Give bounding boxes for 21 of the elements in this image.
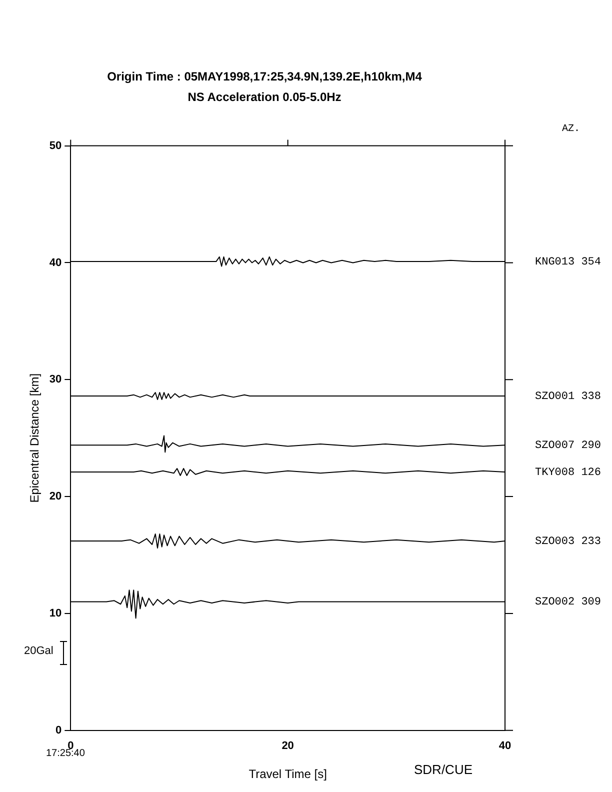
text: SZO002 309	[535, 596, 602, 609]
x-axis-title: Travel Time [s]	[248, 767, 327, 782]
x-tick-label: 20	[282, 740, 294, 752]
chart-title: Origin Time : 05MAY1998,17:25,34.9N,139.2E,h10km,M4	[107, 70, 422, 84]
y-tick-label: 40	[49, 256, 62, 269]
y-axis-title: Epicentral Distance [km]	[28, 373, 42, 503]
y-tick-label: 0	[56, 724, 62, 736]
y-tick-label: 30	[49, 374, 62, 386]
x-tick-label: 40	[498, 740, 512, 752]
text: TKY008 126	[535, 466, 602, 479]
text: SZO007 290	[535, 440, 602, 452]
y-tick-label: 20	[49, 490, 62, 503]
y-tick-label: 10	[49, 608, 62, 620]
text: SZO001 338	[535, 390, 602, 403]
chart-subtitle: NS Acceleration 0.05-5.0Hz	[188, 90, 342, 104]
text: SZO003 233	[535, 536, 602, 548]
legend-label: KNG013 354	[535, 256, 602, 268]
text: AZ.	[562, 124, 580, 135]
y-tick-label: 50	[49, 140, 62, 152]
text: SDR/CUE	[414, 762, 473, 777]
text: 20Gal	[24, 645, 54, 657]
